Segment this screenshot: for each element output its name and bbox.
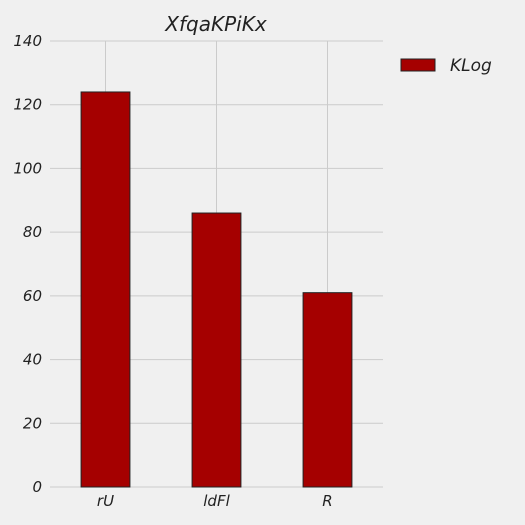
y-tick-label: 120	[13, 96, 42, 114]
legend-label: KLog	[450, 56, 492, 76]
x-axis-ticks: rU ldFl R	[97, 492, 333, 510]
x-tick-label: rU	[97, 492, 114, 510]
bar-rU	[80, 91, 131, 488]
x-tick-label: R	[322, 492, 332, 510]
legend: KLog	[400, 56, 492, 76]
bars	[80, 91, 353, 488]
bar-ldFl	[191, 212, 242, 488]
y-tick-label: 20	[23, 414, 42, 432]
y-tick-label: 40	[23, 351, 42, 369]
x-tick-label: ldFl	[203, 492, 230, 510]
y-tick-label: 80	[23, 223, 42, 241]
legend-swatch	[400, 58, 436, 72]
y-tick-label: 100	[13, 159, 42, 177]
y-tick-label: 60	[23, 287, 42, 305]
y-axis-ticks: 0 20 40 60 80 100 120 140	[13, 32, 42, 496]
bar-R	[302, 292, 353, 488]
y-tick-label: 0	[32, 478, 42, 496]
y-tick-label: 140	[13, 32, 42, 50]
chart-title: XfqaKPiKx	[164, 12, 267, 36]
